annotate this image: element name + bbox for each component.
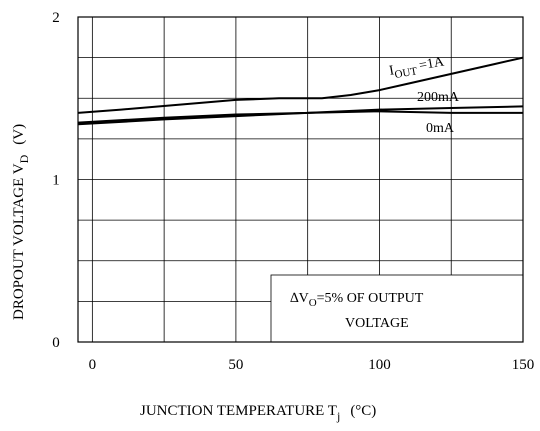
annotation-line1-rest: =5% OF OUTPUT — [317, 291, 424, 306]
y-tick-label-0: 0 — [52, 335, 60, 351]
curve-label-1a-suffix: =1A — [418, 54, 446, 73]
x-tick-label-150: 150 — [512, 357, 535, 373]
annotation-sub: O — [309, 297, 317, 309]
curve-label-200ma: 200mA — [417, 90, 460, 105]
annotation-line2: VOLTAGE — [345, 316, 409, 331]
series-line-0ma — [77, 110, 523, 126]
tick-label-layer: 0 50 100 150 0 1 2 — [52, 10, 534, 373]
annotation-box: ∆VO=5% OF OUTPUT VOLTAGE — [270, 274, 524, 343]
plot-frame — [77, 16, 524, 343]
grid-layer — [78, 17, 523, 342]
y-tick-label-2: 2 — [52, 10, 60, 26]
x-axis-title: JUNCTION TEMPERATURE Tj (°C) — [140, 403, 376, 423]
y-tick-label-1: 1 — [52, 173, 60, 189]
y-axis-title-unit: (V) — [11, 124, 27, 145]
curve-label-1a-prefix: I — [388, 63, 396, 79]
x-tick-label-0: 0 — [89, 357, 97, 373]
x-tick-label-100: 100 — [368, 357, 391, 373]
curve-label-0ma: 0mA — [426, 121, 455, 136]
x-axis-title-unit: (°C) — [350, 403, 376, 419]
curve-label-1a-sub: OUT — [394, 65, 419, 81]
y-axis-title: DROPOUT VOLTAGE VD (V) — [11, 124, 31, 320]
annotation-prefix: ∆V — [290, 291, 309, 306]
curve-layer — [77, 56, 524, 126]
annotation-line1: ∆VO=5% OF OUTPUT — [290, 291, 424, 309]
y-axis-title-main: DROPOUT VOLTAGE V — [11, 163, 27, 320]
annotation-frame — [270, 274, 524, 343]
x-axis-title-sub: j — [336, 409, 340, 423]
series-line-1a — [77, 56, 524, 114]
curve-label-1a: IOUT=1A — [388, 54, 446, 81]
x-tick-label-50: 50 — [228, 357, 243, 373]
y-axis-title-sub: D — [17, 154, 31, 163]
x-axis-title-main: JUNCTION TEMPERATURE T — [140, 403, 337, 419]
